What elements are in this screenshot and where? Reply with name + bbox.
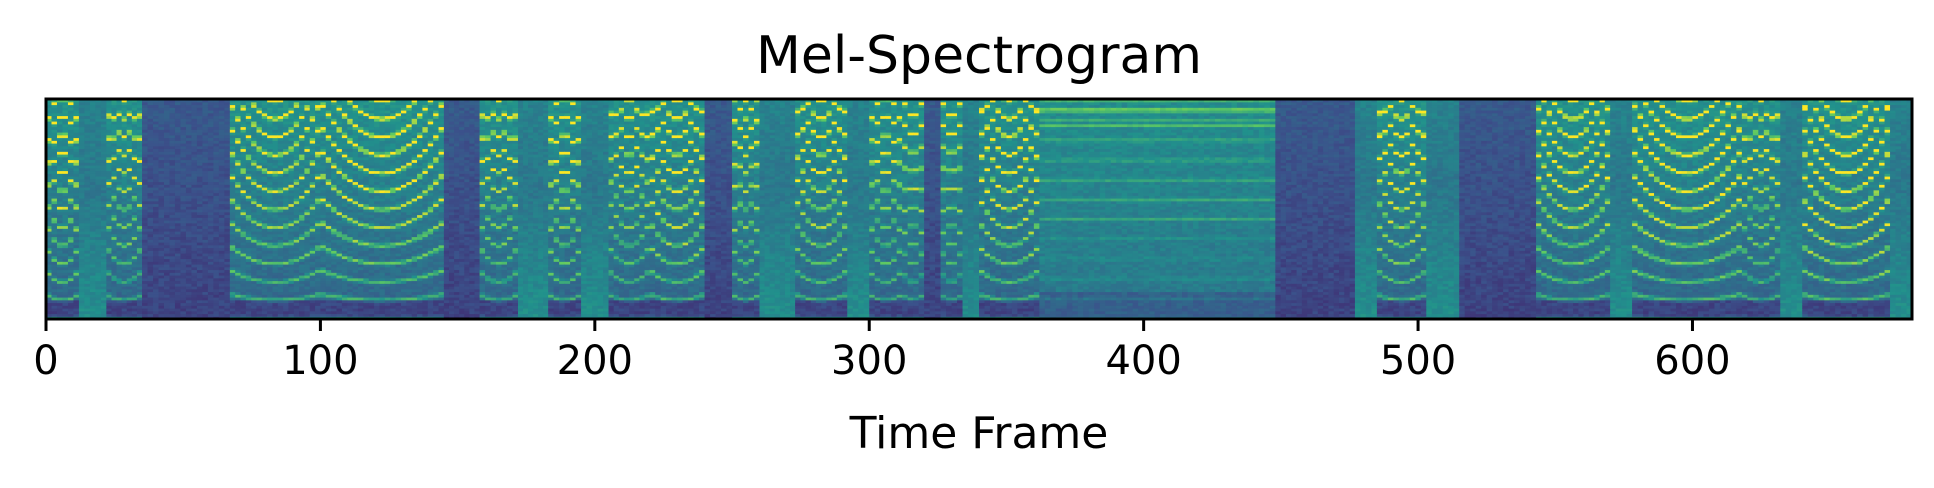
spectrogram-segment [46, 99, 80, 319]
spectrogram-segment [979, 99, 1041, 319]
spectrogram-segment [847, 99, 871, 319]
plot-frame [44, 97, 1914, 321]
spectrogram-segment [1741, 99, 1782, 319]
spectrogram-segment [548, 99, 582, 319]
x-tick-label: 600 [1654, 338, 1730, 384]
spectrogram-segment [1780, 99, 1804, 319]
x-tick-label: 0 [33, 338, 58, 384]
chart-title: Mel-Spectrogram [756, 26, 1202, 86]
spectrogram-segment [1426, 99, 1461, 319]
spectrogram-segment [581, 99, 610, 319]
spectrogram-segment [608, 99, 651, 319]
spectrogram-segment [902, 99, 925, 319]
spectrogram-segment [1376, 99, 1428, 319]
spectrogram-heatmap [46, 99, 1912, 319]
x-tick-label: 500 [1380, 338, 1456, 384]
spectrogram-segment [869, 99, 903, 319]
spectrogram-segment [1354, 99, 1378, 319]
spectrogram-segment [1039, 99, 1277, 319]
spectrogram-segment [479, 99, 519, 319]
spectrogram-segment [229, 99, 322, 319]
spectrogram-segment [142, 99, 231, 319]
spectrogram-segment [1459, 99, 1537, 319]
spectrogram-segment [1632, 99, 1743, 319]
spectrogram-segment [704, 99, 733, 319]
spectrogram-segment [517, 99, 549, 319]
spectrogram-segment [320, 99, 445, 319]
x-axis-title: Time Frame [849, 408, 1109, 459]
spectrogram-segment [1610, 99, 1633, 319]
spectrogram-segment [940, 99, 964, 319]
spectrogram-segment [1536, 99, 1611, 319]
spectrogram-segment [443, 99, 481, 319]
x-tick-label: 100 [282, 338, 358, 384]
spectrogram-segment [759, 99, 796, 319]
spectrogram-segment [1890, 99, 1912, 319]
spectrogram-segment [1802, 99, 1891, 319]
spectrogram-segment [795, 99, 849, 319]
spectrogram-segment [962, 99, 980, 319]
x-tick-label: 400 [1105, 338, 1181, 384]
spectrogram-segment [106, 99, 143, 319]
x-tick-label: 300 [831, 338, 907, 384]
x-tick-label: 200 [557, 338, 633, 384]
spectrogram-segment [649, 99, 706, 319]
spectrogram-segment [732, 99, 761, 319]
spectrogram-segment [1275, 99, 1356, 319]
spectrogram-segment [924, 99, 942, 319]
x-axis: 0 100 200 300 400 500 600 [33, 319, 1731, 384]
spectrogram-segment [78, 99, 108, 319]
